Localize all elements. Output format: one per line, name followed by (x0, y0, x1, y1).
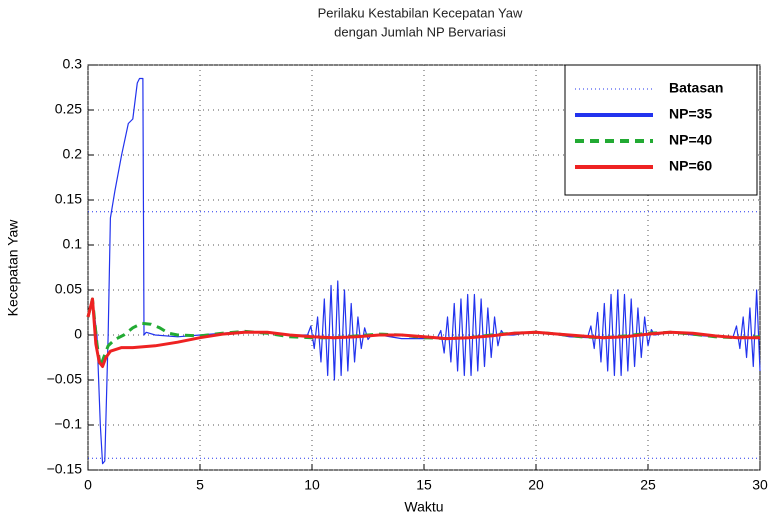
legend-box (564, 64, 758, 196)
y-tick-label: 0 (74, 326, 82, 342)
legend: Batasan NP=35 NP=40 NP=60 (564, 64, 758, 196)
y-tick-label: 0.3 (63, 56, 83, 72)
legend-label: NP=60 (669, 158, 712, 174)
y-axis-label: Kecepatan Yaw (5, 219, 21, 317)
series-line (86, 297, 760, 368)
x-axis-label: Waktu (404, 499, 443, 515)
y-tick-label: −0.05 (47, 371, 83, 387)
y-tick-label: 0.2 (63, 146, 83, 162)
legend-label: NP=40 (669, 132, 712, 148)
y-tick-label: 0.05 (55, 281, 82, 297)
x-tick-label: 15 (416, 477, 432, 493)
x-tick-label: 10 (304, 477, 320, 493)
x-tick-label: 0 (84, 477, 92, 493)
x-tick-label: 30 (752, 477, 768, 493)
x-tick-label: 20 (528, 477, 544, 493)
legend-label: Batasan (669, 80, 723, 96)
y-tick-label: −0.15 (47, 461, 83, 477)
y-tick-label: 0.1 (63, 236, 83, 252)
x-tick-label: 25 (640, 477, 656, 493)
legend-label: NP=35 (669, 106, 712, 122)
series-line (87, 77, 761, 465)
x-tick-label: 5 (196, 477, 204, 493)
y-tick-label: −0.1 (54, 416, 82, 432)
y-tick-label: 0.15 (55, 191, 82, 207)
chart-subtitle: dengan Jumlah NP Bervariasi (334, 24, 506, 39)
chart-title: Perilaku Kestabilan Kecepatan Yaw (318, 5, 523, 20)
y-tick-label: 0.25 (55, 101, 82, 117)
